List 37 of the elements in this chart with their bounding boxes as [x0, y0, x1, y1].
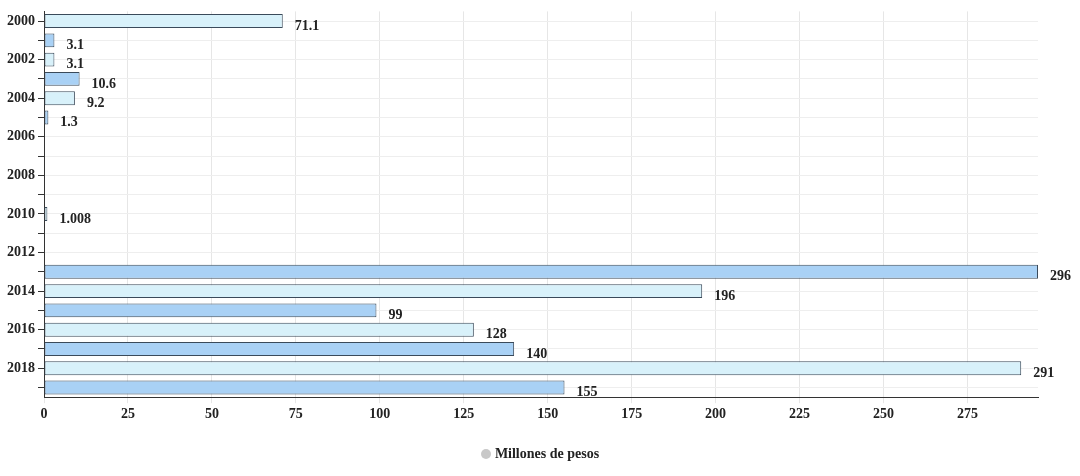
y-tick-label: 2014 [7, 282, 35, 298]
x-tick-label: 175 [621, 406, 643, 422]
data-label: 3.1 [66, 36, 84, 52]
x-tick-label: 275 [956, 406, 978, 422]
y-tick-label: 2004 [7, 89, 35, 105]
x-tick-label: 125 [453, 406, 475, 422]
x-tick-label: 250 [873, 406, 895, 422]
y-tick-label: 2002 [7, 51, 35, 67]
data-label: 128 [485, 326, 507, 342]
x-tick-label: 225 [789, 406, 811, 422]
y-tick-label: 2000 [7, 12, 35, 28]
y-tick-label: 2010 [7, 205, 35, 221]
y-tick-label: 2016 [7, 321, 35, 337]
data-label: 291 [1033, 364, 1055, 380]
y-tick-label: 2006 [7, 128, 35, 144]
data-label: 10.6 [91, 75, 117, 91]
data-label: 1.3 [60, 114, 78, 130]
data-label: 1.008 [59, 210, 91, 226]
x-tick-label: 0 [40, 406, 48, 422]
data-label: 99 [388, 307, 403, 322]
data-label: 296 [1050, 268, 1071, 284]
data-label: 3.1 [66, 56, 84, 72]
data-label: 71.1 [294, 17, 320, 33]
y-tick-label: 2008 [7, 166, 35, 182]
y-tick-label: 2018 [7, 359, 35, 375]
data-label: 196 [714, 287, 736, 303]
data-label: 9.2 [86, 94, 105, 110]
data-label: 155 [576, 384, 598, 400]
x-tick-label: 75 [288, 406, 303, 422]
x-tick-label: 25 [120, 406, 135, 422]
x-tick-label: 100 [369, 406, 391, 422]
x-tick-label: 200 [705, 406, 727, 422]
x-tick-label: 50 [204, 406, 219, 422]
text: Millones de pesos [494, 446, 600, 462]
y-tick-label: 2012 [7, 244, 35, 260]
data-label: 140 [526, 345, 548, 361]
x-tick-label: 150 [537, 406, 559, 422]
